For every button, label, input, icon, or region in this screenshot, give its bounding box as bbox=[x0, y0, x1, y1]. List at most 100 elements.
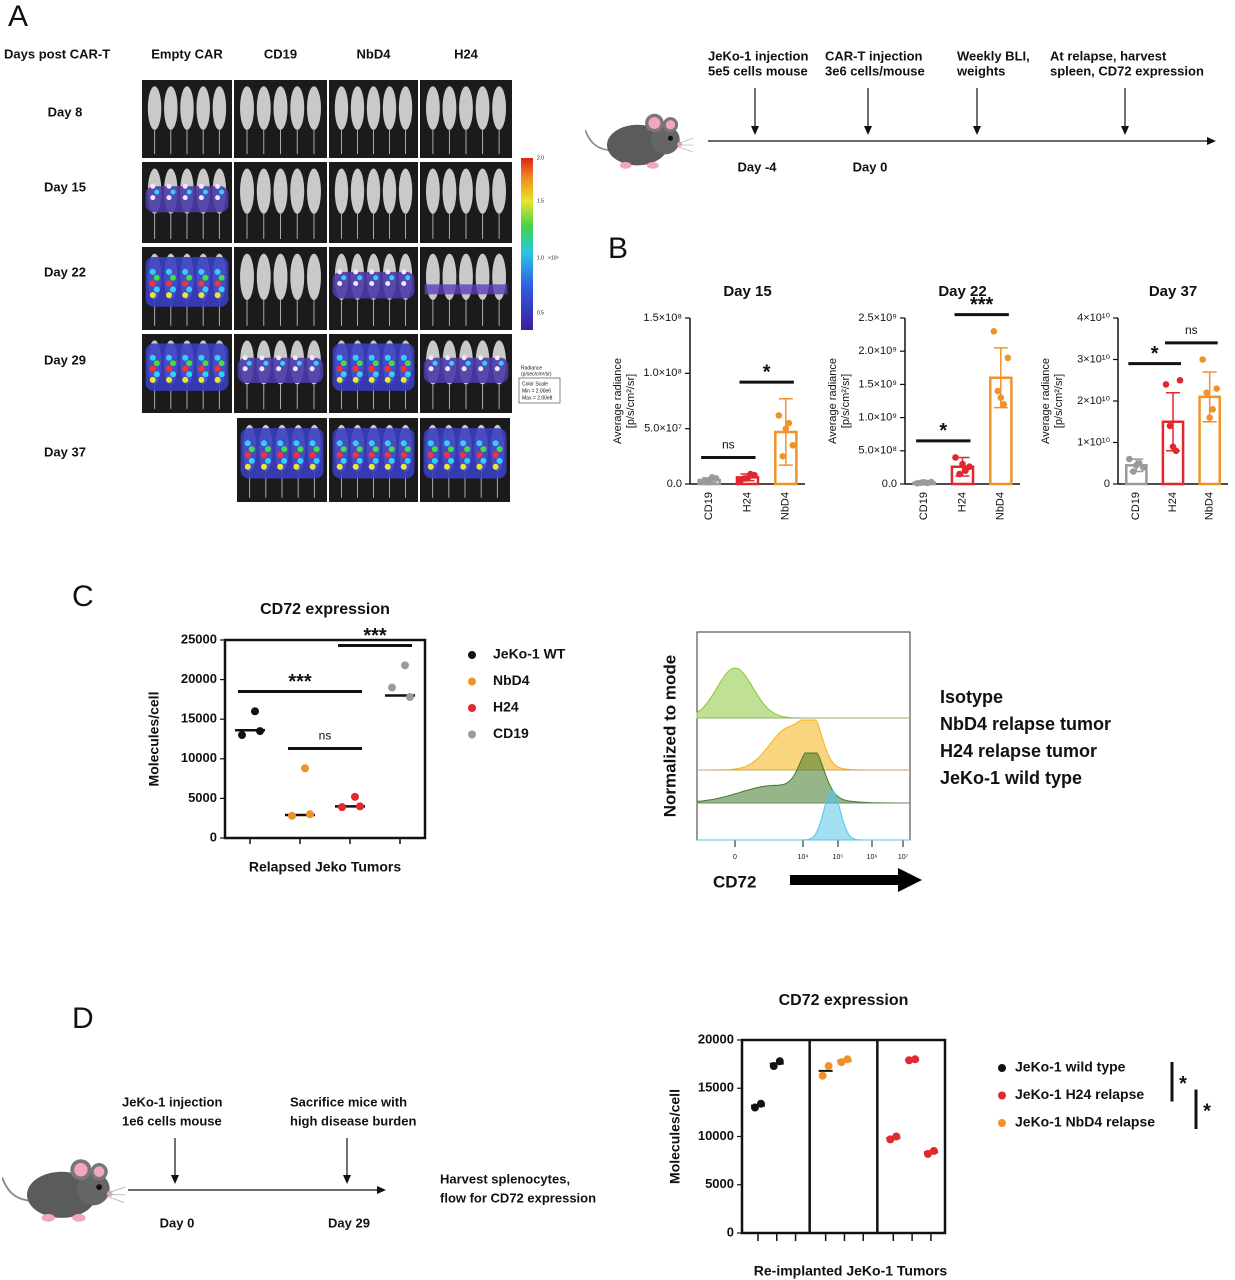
signal-spot bbox=[261, 451, 267, 458]
x-tick-label: H24 bbox=[956, 492, 968, 512]
signal-spot bbox=[336, 354, 343, 361]
data-point bbox=[1206, 414, 1213, 421]
event-label: high disease burden bbox=[290, 1113, 416, 1128]
legend-marker bbox=[468, 704, 476, 712]
signal-spot bbox=[170, 371, 176, 378]
signal-spot bbox=[341, 275, 347, 281]
bli-image bbox=[329, 418, 418, 502]
signal-spot bbox=[261, 463, 267, 470]
signal-spot bbox=[465, 360, 471, 366]
signal-spot bbox=[492, 451, 499, 458]
signal-spot bbox=[182, 195, 188, 201]
signal-spot bbox=[215, 183, 221, 189]
signal-spot bbox=[492, 440, 499, 447]
signal-spot bbox=[400, 376, 407, 383]
signal-spot bbox=[478, 366, 484, 372]
x-tick-label: NbD4 bbox=[780, 492, 792, 520]
imaging-corner-label: Days post CAR-T bbox=[4, 46, 110, 61]
x-tick-label: CD19 bbox=[703, 492, 715, 520]
mouse-body bbox=[307, 253, 321, 301]
data-point bbox=[238, 731, 246, 740]
panel-label: C bbox=[72, 580, 94, 613]
event-label: JeKo-1 injection bbox=[708, 48, 808, 63]
data-point bbox=[990, 327, 998, 335]
legend-label: JeKo-1 wild type bbox=[940, 768, 1082, 788]
legend-label: JeKo-1 H24 relapse bbox=[1015, 1086, 1144, 1102]
mouse-body bbox=[147, 86, 162, 130]
data-point bbox=[705, 479, 713, 486]
data-point bbox=[997, 394, 1005, 401]
event-arrowhead bbox=[343, 1175, 351, 1184]
data-point bbox=[1213, 385, 1220, 392]
signal-spot bbox=[186, 274, 193, 281]
event-label: 1e6 cells mouse bbox=[122, 1113, 222, 1128]
y-tick-label: 20000 bbox=[181, 671, 217, 686]
event-label: 5e5 cells mouse bbox=[708, 63, 808, 78]
signal-spot bbox=[182, 183, 188, 189]
legend-marker bbox=[468, 651, 476, 659]
bli-image bbox=[234, 162, 327, 243]
y-axis-label: Average radiance bbox=[1040, 358, 1052, 444]
signal-spot bbox=[353, 281, 359, 287]
data-point bbox=[892, 1132, 901, 1141]
y-tick-label: 0 bbox=[210, 829, 217, 844]
signal-spot bbox=[356, 446, 363, 453]
signal-spot bbox=[166, 195, 172, 201]
row-label: Day 37 bbox=[44, 444, 86, 459]
timeline-arrowhead bbox=[1207, 137, 1216, 145]
mouse-body bbox=[307, 86, 321, 130]
mouse-body bbox=[382, 86, 397, 130]
chart-title: Day 15 bbox=[723, 283, 771, 300]
mouse-body bbox=[273, 168, 288, 214]
chart-title: CD72 expression bbox=[779, 992, 909, 1009]
legend-marker bbox=[998, 1064, 1006, 1072]
event-arrowhead bbox=[1121, 126, 1129, 135]
cd72-arrowhead bbox=[898, 868, 922, 892]
signal-spot bbox=[248, 446, 255, 453]
signal-spot bbox=[404, 371, 411, 378]
signal-spot bbox=[356, 371, 363, 378]
signal-spot bbox=[476, 463, 483, 470]
signal-spot bbox=[309, 451, 316, 458]
panel-label: A bbox=[8, 0, 28, 33]
data-point bbox=[775, 1057, 784, 1066]
data-point bbox=[756, 1099, 765, 1108]
colorbar-exponent: ×10⁸ bbox=[548, 255, 559, 261]
data-point bbox=[1004, 354, 1012, 362]
event-day: Day 0 bbox=[160, 1215, 195, 1230]
signal-spot bbox=[313, 360, 319, 366]
signal-spot bbox=[166, 183, 172, 189]
signal-spot bbox=[186, 371, 193, 378]
mouse-body bbox=[425, 86, 440, 130]
signal-spot bbox=[356, 360, 363, 367]
mouse-body bbox=[382, 168, 397, 214]
event-label: spleen, CD72 expression bbox=[1050, 63, 1204, 78]
panel-label: D bbox=[72, 1002, 94, 1035]
signal-spot bbox=[496, 446, 503, 453]
colorbar-tick: 1.5 bbox=[537, 198, 544, 204]
signal-spot bbox=[244, 463, 251, 470]
event-arrowhead bbox=[171, 1175, 179, 1184]
x-tick-label: NbD4 bbox=[995, 492, 1007, 520]
signal-spot bbox=[244, 451, 251, 458]
event-label: At relapse, harvest bbox=[1050, 48, 1167, 63]
signal-spot bbox=[461, 366, 467, 372]
signal-spot bbox=[214, 292, 221, 299]
legend-label: Isotype bbox=[940, 687, 1003, 707]
signal-spot bbox=[277, 463, 284, 470]
signal-spot bbox=[248, 457, 255, 464]
signal-spot bbox=[166, 354, 172, 361]
data-point bbox=[338, 803, 346, 812]
legend-label: JeKo-1 NbD4 relapse bbox=[1015, 1114, 1155, 1130]
signal-spot bbox=[388, 446, 395, 453]
signal-spot bbox=[444, 463, 450, 470]
mouse-body bbox=[366, 86, 381, 130]
signal-spot bbox=[340, 371, 347, 378]
signal-spot bbox=[427, 440, 434, 447]
mouse-body bbox=[307, 168, 321, 214]
signal-spot bbox=[170, 360, 176, 367]
signal-spot bbox=[149, 354, 156, 361]
data-point bbox=[1209, 406, 1216, 413]
data-point bbox=[905, 1056, 914, 1065]
